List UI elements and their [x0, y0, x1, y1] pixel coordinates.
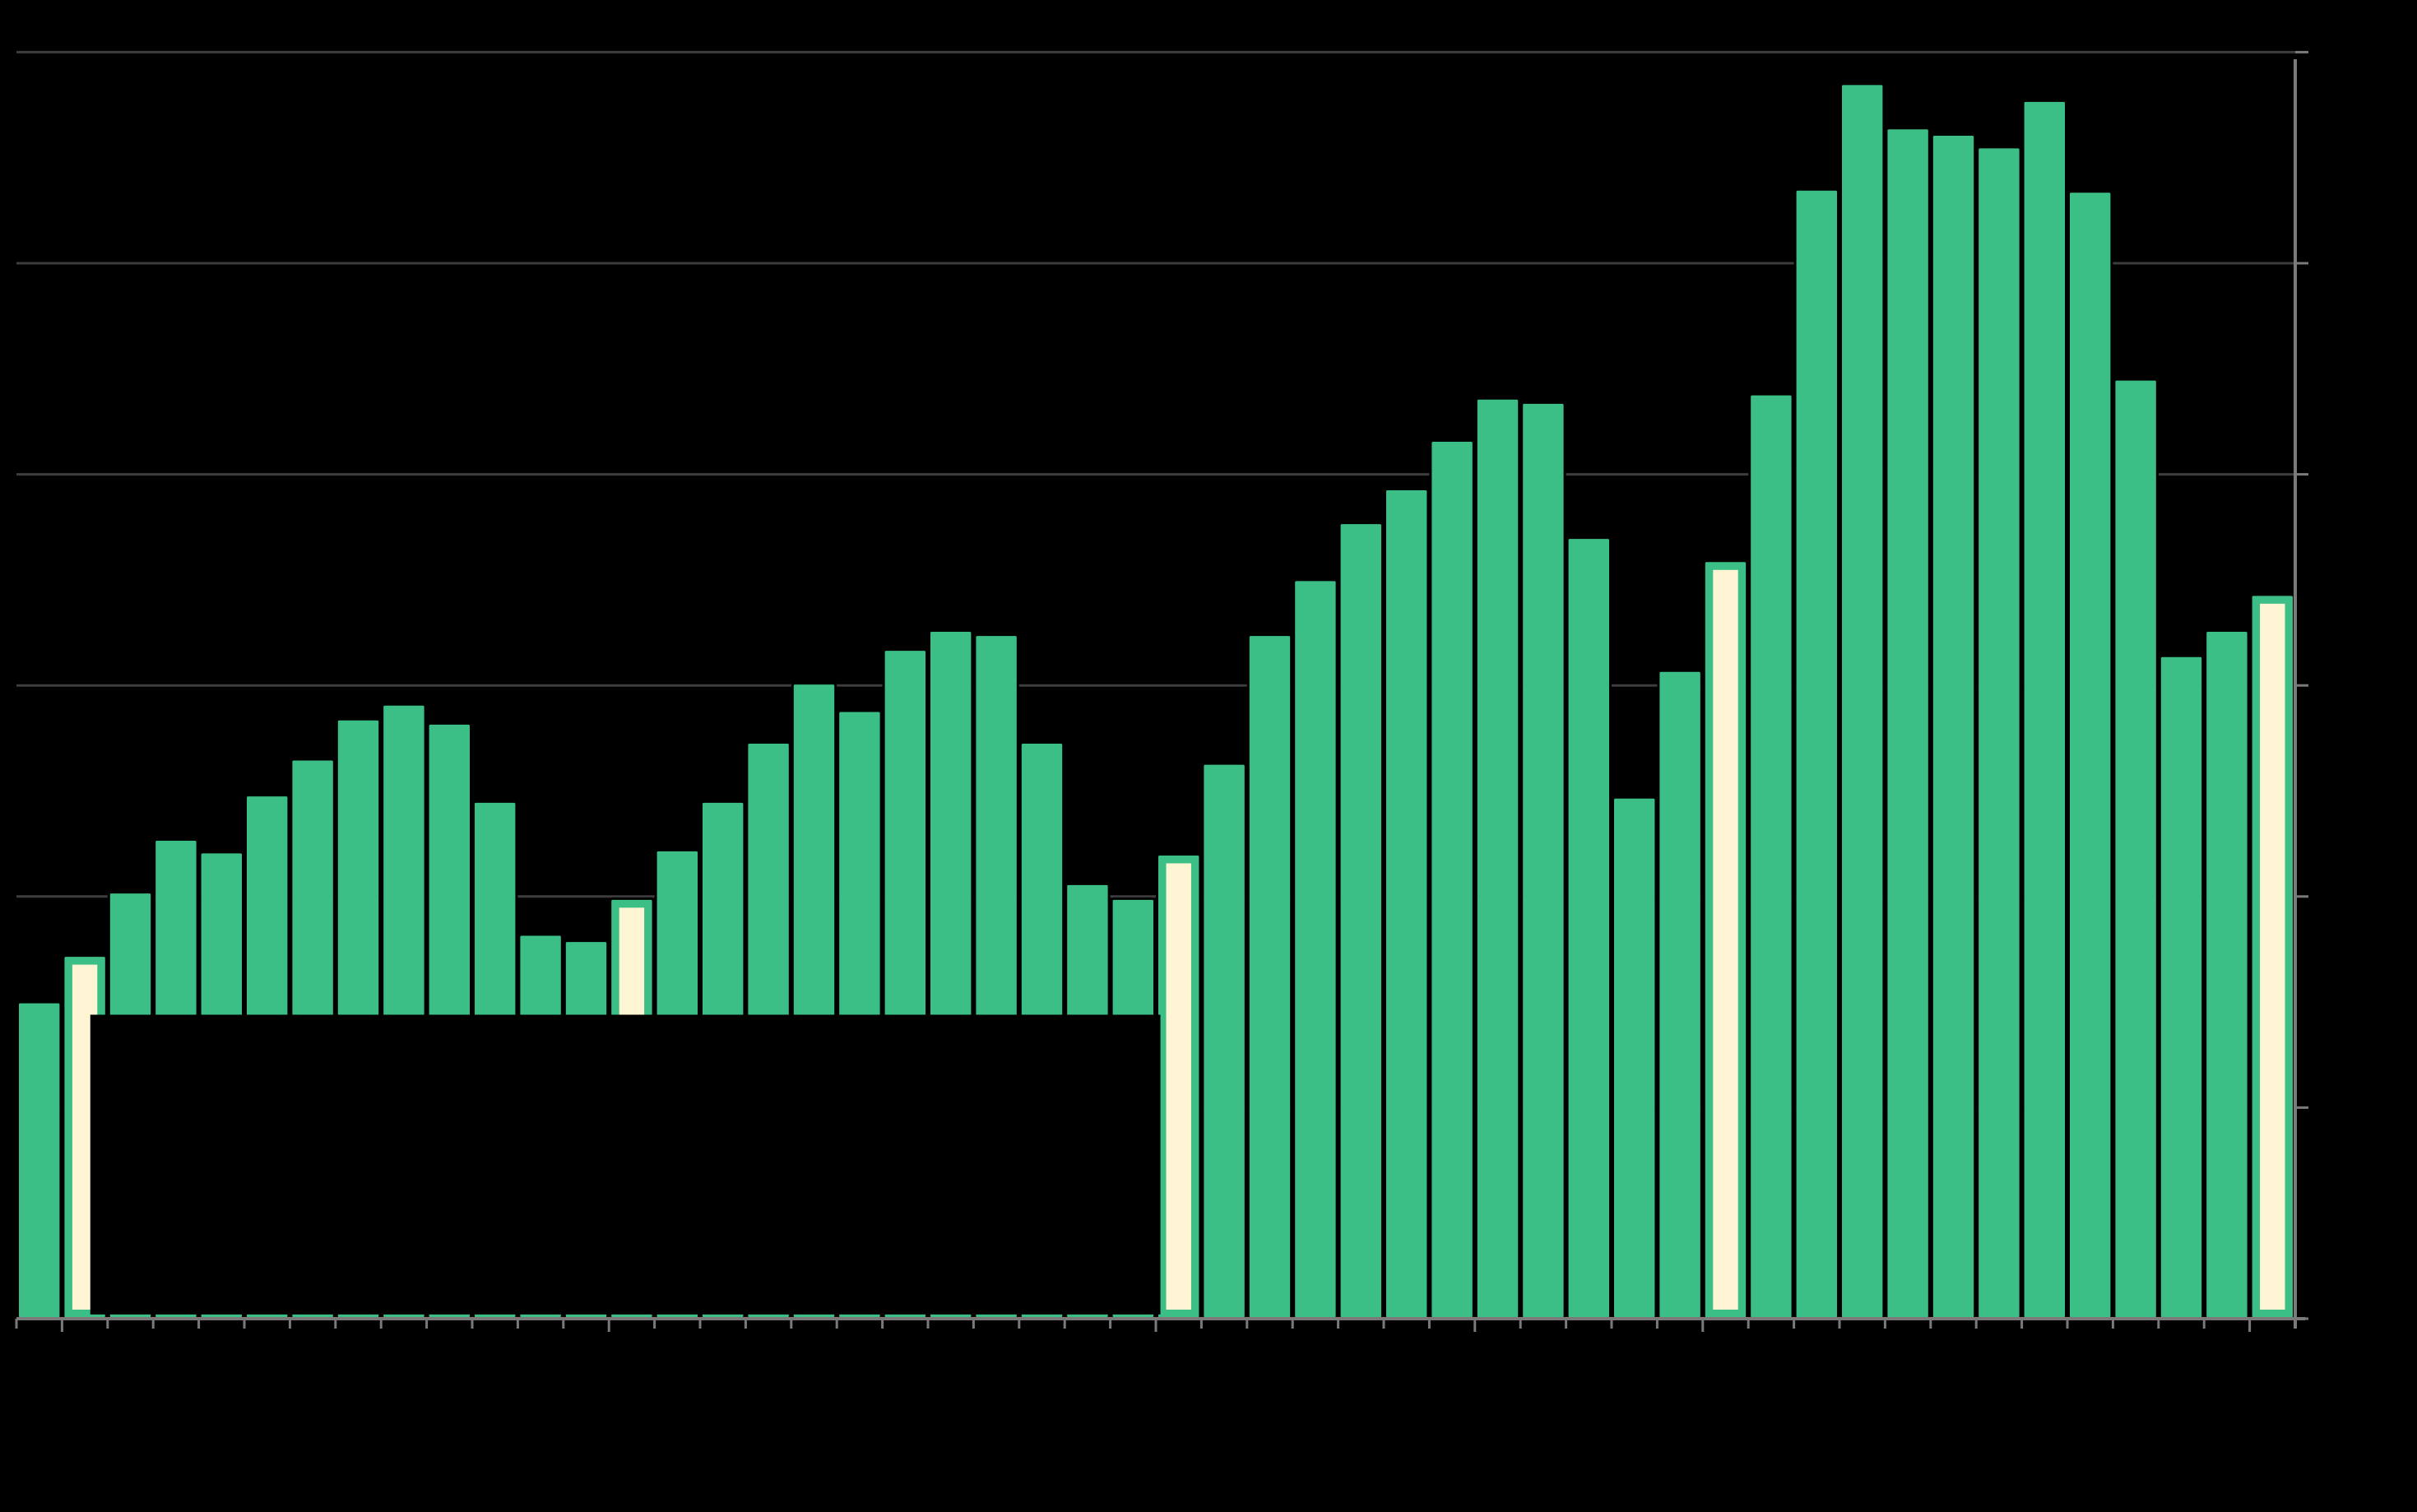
bar-0: [16, 1000, 63, 1320]
annotation-layer: [90, 1014, 1161, 1315]
bar-48: [2204, 628, 2250, 1320]
bar-26: [1201, 762, 1247, 1320]
bar-31: [1429, 439, 1475, 1320]
bar-44: [2021, 99, 2068, 1320]
bar-36: [1657, 669, 1703, 1320]
bar-47: [2158, 654, 2205, 1320]
bar-41: [1885, 127, 1931, 1320]
bar-highlight-37: [1713, 569, 1738, 1310]
bar-29: [1338, 522, 1384, 1320]
bar-32: [1474, 397, 1521, 1320]
bar-45: [2067, 190, 2113, 1320]
bar-40: [1839, 82, 1886, 1320]
bar-35: [1612, 795, 1658, 1320]
bar-38: [1748, 392, 1794, 1320]
bar-33: [1520, 401, 1566, 1320]
annotation-box: [90, 1014, 1161, 1315]
bar-highlight-25: [1166, 863, 1191, 1310]
bar-27: [1246, 633, 1293, 1320]
axis-layer: [15, 50, 2308, 1332]
bar-39: [1793, 188, 1840, 1320]
bar-28: [1292, 578, 1338, 1320]
bar-34: [1566, 536, 1612, 1320]
bar-highlight-49: [2260, 603, 2285, 1310]
bar-43: [1976, 146, 2022, 1320]
bar-30: [1384, 488, 1430, 1320]
bar-46: [2113, 378, 2159, 1320]
bar-42: [1930, 132, 1977, 1320]
